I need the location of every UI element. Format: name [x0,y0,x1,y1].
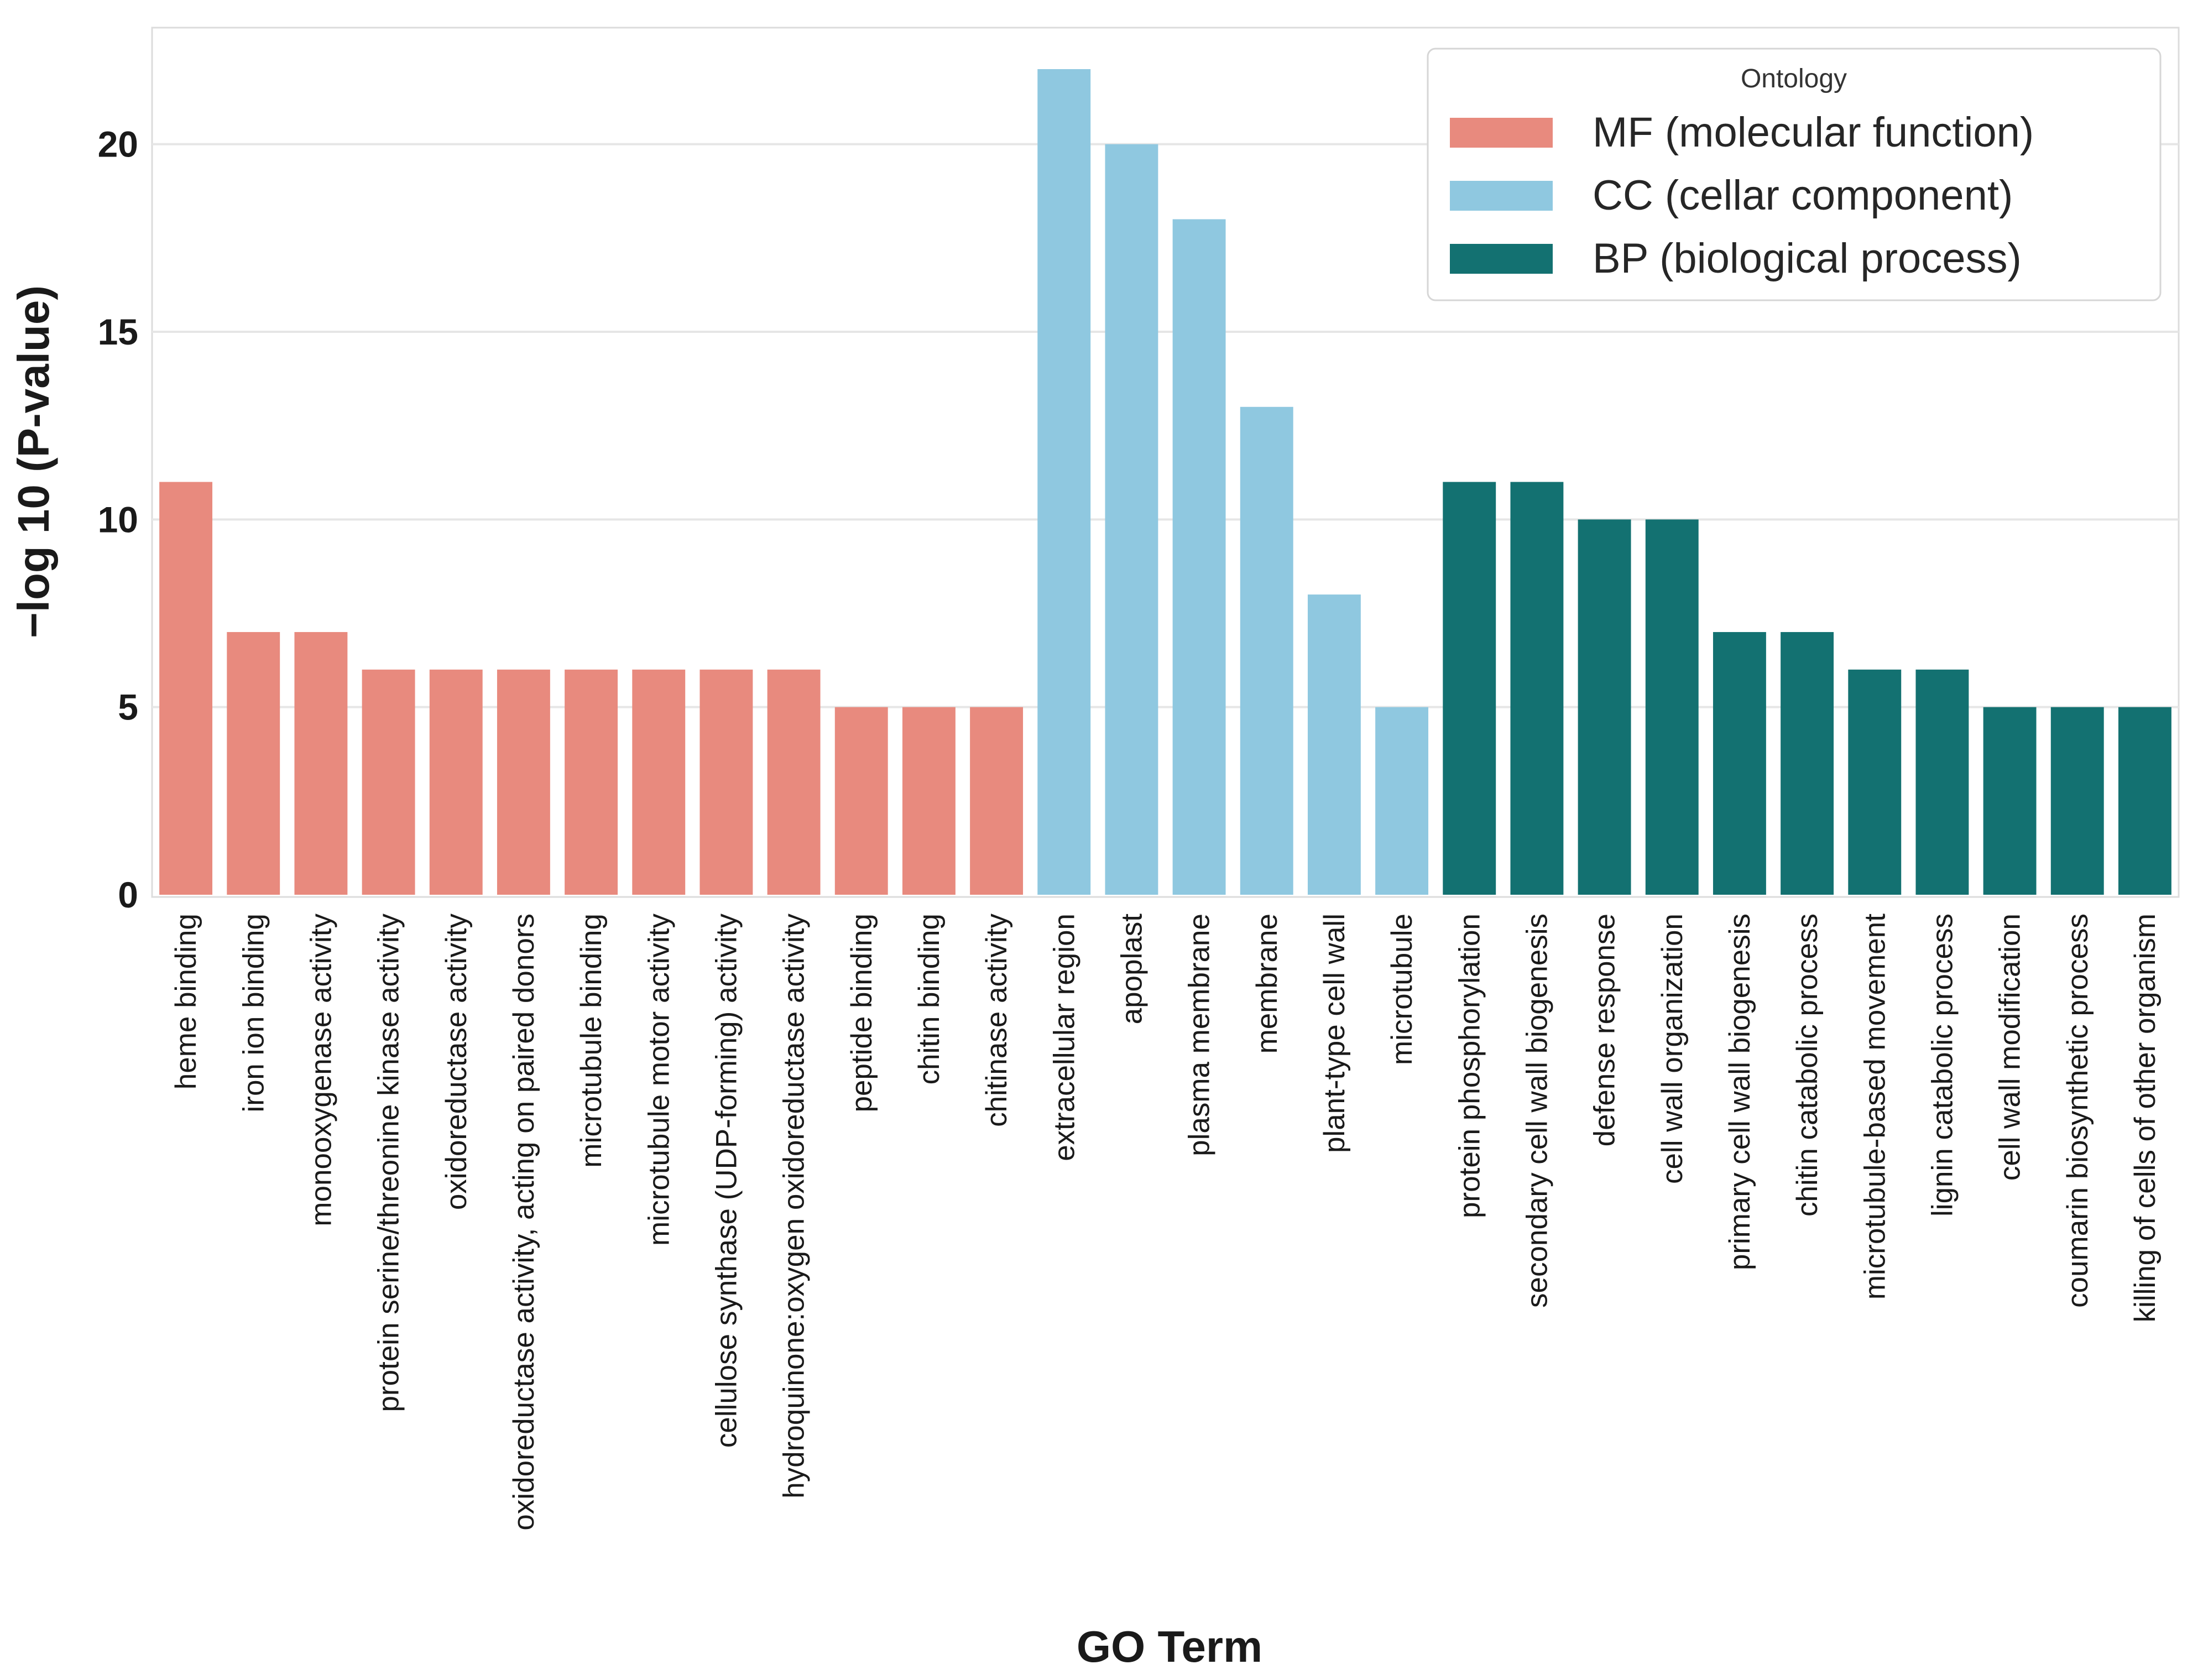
x-tick-label: protein phosphorylation [1453,914,1486,1218]
y-tick-labels: 0 5 10 15 20 [98,124,138,915]
bar-17 [1240,406,1293,895]
x-axis-title: GO Term [1077,1622,1262,1671]
x-tick-label: membrane [1251,914,1283,1053]
x-tick-label: microtubule binding [575,914,608,1168]
y-tick-label: 20 [98,124,138,165]
bar-7 [565,669,618,895]
x-tick-label: hydroquinone:oxygen oxidoreductase activ… [778,914,811,1499]
x-tick-label: microtubule [1386,914,1418,1065]
bar-2 [227,632,280,895]
legend-label-mf: MF (molecular function) [1593,109,2034,156]
bars [159,69,2171,895]
x-tick-label: iron ion binding [237,914,270,1112]
x-tick-label: defense response [1589,914,1621,1146]
x-tick-label: coumarin biosynthetic process [2061,914,2094,1308]
bar-16 [1172,219,1226,895]
x-tick-label: extracellular region [1048,914,1080,1161]
y-axis-title: −log 10 (P-value) [9,285,58,638]
y-tick-label: 10 [98,499,138,540]
legend-label-bp: BP (biological process) [1593,235,2022,282]
bar-28 [1983,707,2037,895]
x-tick-label: heme binding [170,914,202,1089]
legend: Ontology MF (molecular function) CC (cel… [1427,48,2162,301]
x-tick-label: killing of cells of other organism [2129,914,2162,1322]
legend-label-cc: CC (cellar component) [1593,172,2013,219]
legend-swatch-bp [1450,244,1553,274]
bar-1 [159,482,213,895]
x-tick-label: cellulose synthase (UDP-forming) activit… [710,914,743,1448]
legend-title: Ontology [1741,64,1847,93]
bar-11 [834,707,888,895]
x-tick-label: oxidoreductase activity [440,914,473,1211]
x-tick-label: primary cell wall biogenesis [1724,914,1756,1270]
bar-26 [1848,669,1902,895]
bar-21 [1510,482,1564,895]
legend-swatch-mf [1450,118,1553,148]
bar-23 [1645,519,1699,895]
x-tick-label: microtubule motor activity [643,914,675,1246]
bar-25 [1781,632,1834,895]
bar-5 [429,669,483,895]
y-tick-label: 15 [98,311,138,352]
legend-box [1427,48,2162,301]
bar-15 [1105,144,1158,895]
x-tick-label: chitin catabolic process [1791,914,1824,1217]
bar-3 [294,632,348,895]
bar-29 [2050,707,2104,895]
bar-8 [632,669,686,895]
x-tick-label: oxidoreductase activity, acting on paire… [508,914,540,1531]
x-tick-label: protein serine/threonine kinase activity [373,914,405,1412]
x-tick-label: peptide binding [845,914,878,1113]
x-tick-label: chitinase activity [980,914,1013,1127]
x-tick-label: cell wall organization [1656,914,1689,1184]
bar-6 [497,669,550,895]
y-tick-label: 0 [118,874,138,915]
x-tick-labels: heme binding iron ion binding monooxygenas… [170,914,2162,1531]
bar-30 [2118,707,2171,895]
x-tick-label: plasma membrane [1183,914,1216,1156]
bar-13 [970,707,1024,895]
bar-18 [1307,594,1361,895]
x-tick-label: secondary cell wall biogenesis [1521,914,1553,1308]
bar-14 [1037,69,1091,895]
x-tick-label: monooxygenase activity [305,914,337,1227]
bar-12 [902,707,956,895]
bar-22 [1578,519,1631,895]
x-tick-label: plant-type cell wall [1318,914,1351,1153]
bar-20 [1443,482,1496,895]
bar-4 [362,669,415,895]
bar-10 [767,669,821,895]
x-tick-label: apoplast [1115,914,1148,1025]
x-tick-label: chitin binding [913,914,946,1084]
bar-9 [699,669,753,895]
bar-19 [1375,707,1429,895]
bar-24 [1713,632,1766,895]
x-tick-label: cell wall modification [1994,914,2027,1181]
bar-27 [1915,669,1969,895]
legend-swatch-cc [1450,181,1553,211]
x-tick-label: lignin catabolic process [1926,914,1959,1217]
x-tick-label: microtubule-based movement [1859,914,1891,1300]
gridlines [152,143,2179,708]
y-tick-label: 5 [118,687,138,728]
